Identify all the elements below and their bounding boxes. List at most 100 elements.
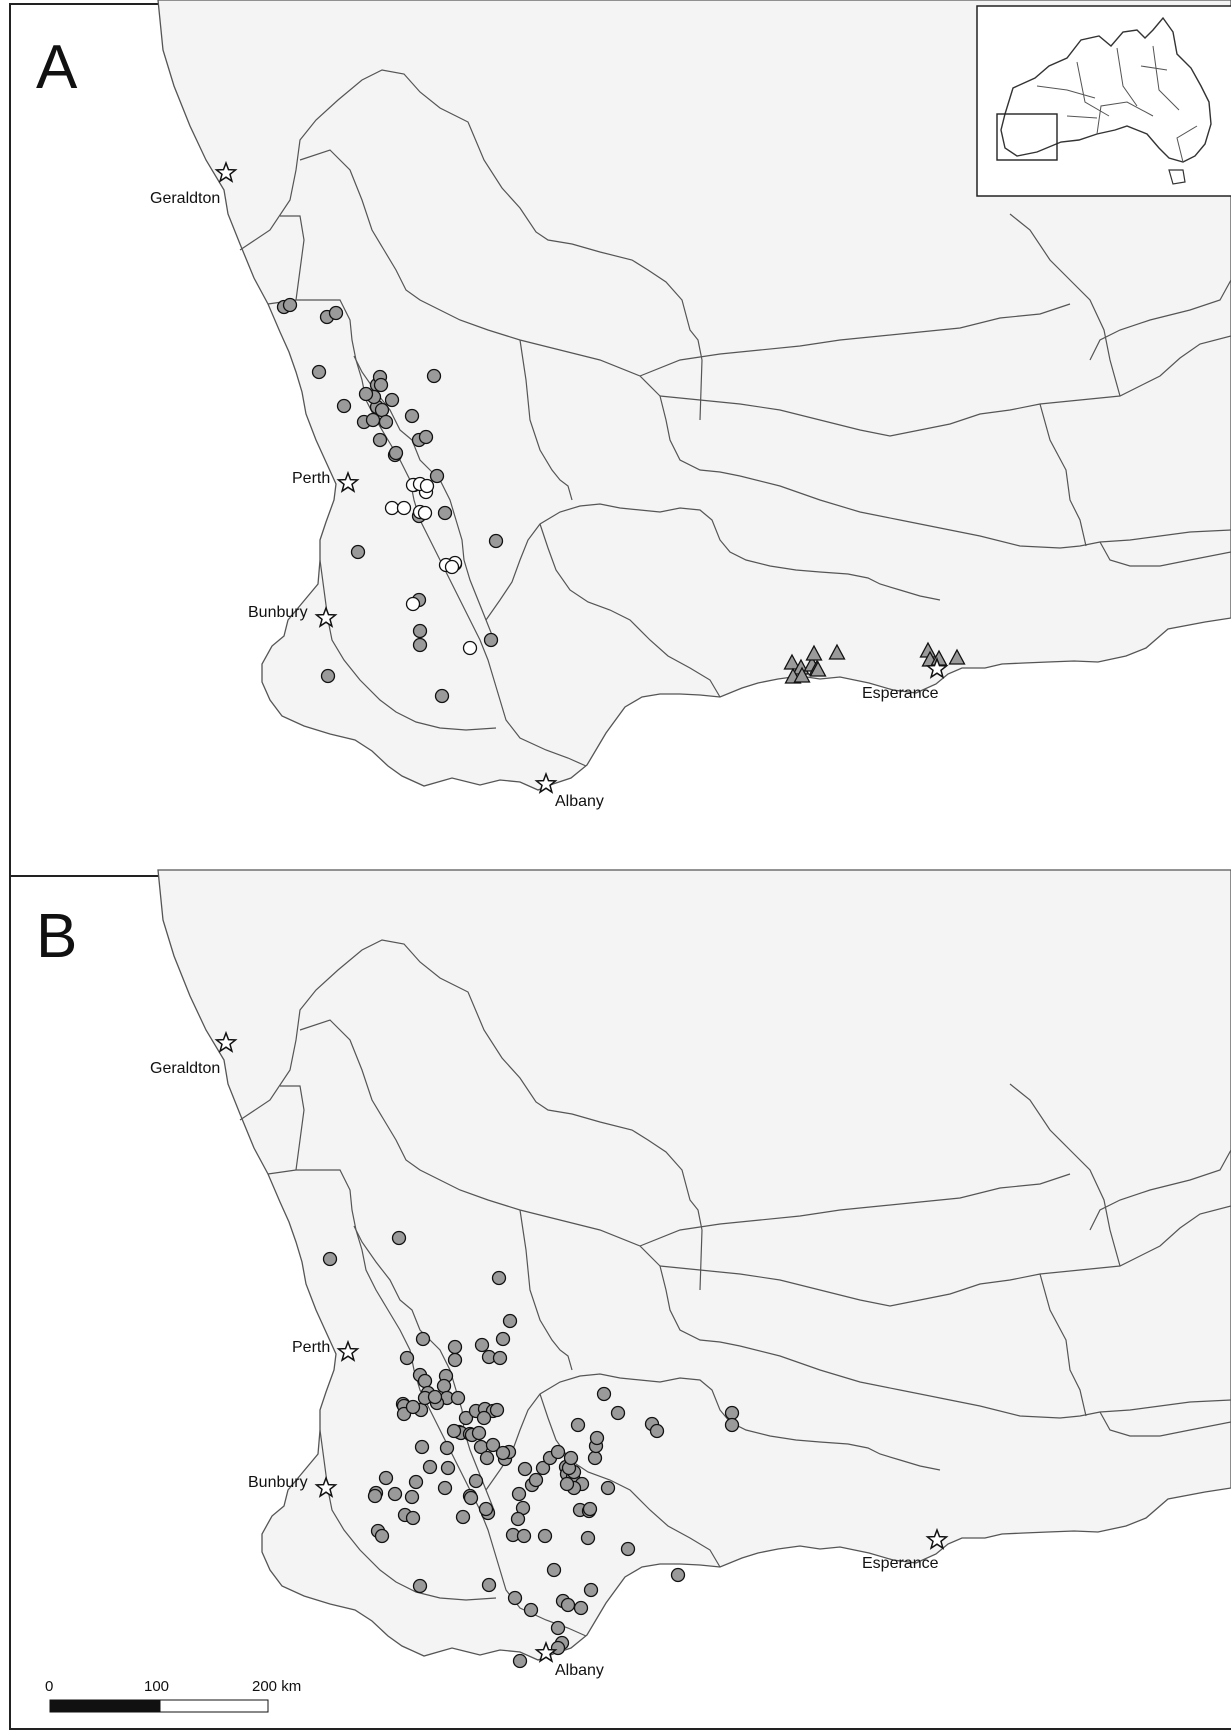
occurrence-marker-grey-circle [417, 1373, 433, 1389]
occurrence-marker-grey-circle [528, 1472, 544, 1488]
occurrence-marker-grey-circle [649, 1423, 665, 1439]
occurrence-marker-grey-circle [436, 1378, 452, 1394]
occurrence-marker-grey-circle [463, 1490, 479, 1506]
occurrence-marker-grey-circle [384, 392, 400, 408]
occurrence-marker-grey-circle [458, 1410, 474, 1426]
town-star-icon [925, 1527, 949, 1550]
occurrence-marker-grey-circle [322, 1251, 338, 1267]
occurrence-marker-grey-circle [418, 429, 434, 445]
town-star-icon [314, 1475, 338, 1498]
occurrence-marker-grey-circle [589, 1430, 605, 1446]
occurrence-marker-grey-circle [478, 1501, 494, 1517]
occurrence-marker-grey-circle [408, 1474, 424, 1490]
town-star-icon [214, 160, 238, 183]
occurrence-marker-grey-circle [550, 1640, 566, 1656]
occurrence-marker-grey-circle [523, 1602, 539, 1618]
occurrence-marker-grey-circle [485, 1437, 501, 1453]
occurrence-marker-grey-circle [405, 1399, 421, 1415]
occurrence-marker-white-circle [417, 505, 433, 521]
occurrence-marker-grey-circle [434, 688, 450, 704]
occurrence-marker-grey-triangle [809, 660, 827, 677]
occurrence-marker-grey-circle [378, 1470, 394, 1486]
occurrence-marker-grey-circle [412, 623, 428, 639]
occurrence-marker-white-circle [462, 640, 478, 656]
occurrence-marker-grey-circle [437, 505, 453, 521]
occurrence-marker-grey-circle [537, 1528, 553, 1544]
occurrence-marker-grey-circle [517, 1461, 533, 1477]
town-label: Albany [555, 793, 604, 810]
occurrence-marker-grey-circle [378, 414, 394, 430]
occurrence-marker-grey-circle [491, 1270, 507, 1286]
occurrence-marker-grey-circle [583, 1582, 599, 1598]
occurrence-marker-grey-circle [535, 1460, 551, 1476]
town-label: Perth [292, 1339, 330, 1356]
occurrence-marker-white-circle [405, 596, 421, 612]
occurrence-marker-grey-circle [570, 1417, 586, 1433]
occurrence-marker-grey-circle [439, 1440, 455, 1456]
australia-inset-map [976, 5, 1231, 197]
occurrence-marker-grey-circle [546, 1562, 562, 1578]
panel-letter: A [36, 33, 78, 102]
occurrence-marker-grey-circle [489, 1402, 505, 1418]
occurrence-marker-white-circle [444, 559, 460, 575]
scale-bar-segment-filled [49, 1699, 161, 1713]
occurrence-marker-grey-circle [481, 1577, 497, 1593]
occurrence-marker-grey-circle [391, 1230, 407, 1246]
town-label: Esperance [862, 1555, 939, 1572]
occurrence-marker-grey-circle [437, 1480, 453, 1496]
occurrence-marker-grey-circle [450, 1390, 466, 1406]
occurrence-marker-grey-circle [404, 1489, 420, 1505]
occurrence-marker-grey-circle [412, 1578, 428, 1594]
occurrence-marker-grey-circle [511, 1486, 527, 1502]
occurrence-marker-grey-circle [560, 1597, 576, 1613]
scale-bar-segment-empty [159, 1699, 269, 1713]
occurrence-marker-grey-circle [483, 632, 499, 648]
occurrence-marker-grey-circle [336, 398, 352, 414]
occurrence-marker-white-circle [384, 500, 400, 516]
occurrence-marker-grey-circle [495, 1331, 511, 1347]
occurrence-marker-grey-circle [426, 368, 442, 384]
occurrence-marker-grey-circle [587, 1450, 603, 1466]
occurrence-marker-grey-circle [550, 1620, 566, 1636]
occurrence-marker-grey-circle [559, 1476, 575, 1492]
occurrence-marker-grey-circle [468, 1473, 484, 1489]
occurrence-marker-grey-triangle [783, 653, 801, 670]
town-label: Albany [555, 1662, 604, 1679]
occurrence-marker-grey-circle [550, 1444, 566, 1460]
occurrence-marker-white-circle [419, 478, 435, 494]
occurrence-marker-grey-circle [507, 1590, 523, 1606]
occurrence-marker-grey-circle [374, 402, 390, 418]
town-star-icon [336, 470, 360, 493]
occurrence-marker-grey-circle [600, 1480, 616, 1496]
occurrence-marker-grey-circle [374, 1528, 390, 1544]
occurrence-marker-grey-circle [620, 1541, 636, 1557]
occurrence-marker-grey-circle [670, 1567, 686, 1583]
occurrence-marker-grey-triangle [805, 644, 823, 661]
occurrence-marker-grey-circle [373, 377, 389, 393]
occurrence-marker-grey-circle [573, 1600, 589, 1616]
occurrence-marker-grey-circle [479, 1450, 495, 1466]
occurrence-marker-grey-circle [328, 305, 344, 321]
occurrence-marker-grey-circle [311, 364, 327, 380]
occurrence-marker-grey-circle [582, 1501, 598, 1517]
town-label: Geraldton [150, 190, 220, 207]
occurrence-marker-grey-circle [399, 1350, 415, 1366]
occurrence-marker-grey-circle [367, 1488, 383, 1504]
scale-label-200: 200 km [252, 1678, 301, 1695]
occurrence-marker-grey-circle [414, 1439, 430, 1455]
occurrence-marker-grey-circle [446, 1423, 462, 1439]
scale-label-100: 100 [144, 1678, 169, 1695]
occurrence-marker-white-circle [396, 500, 412, 516]
occurrence-marker-grey-circle [350, 544, 366, 560]
occurrence-marker-grey-circle [502, 1313, 518, 1329]
town-star-icon [314, 605, 338, 628]
town-star-icon [336, 1339, 360, 1362]
occurrence-marker-grey-circle [516, 1528, 532, 1544]
town-star-icon [925, 656, 949, 679]
occurrence-marker-grey-circle [412, 637, 428, 653]
occurrence-marker-grey-circle [512, 1653, 528, 1669]
occurrence-marker-grey-circle [427, 1389, 443, 1405]
occurrence-marker-grey-circle [455, 1509, 471, 1525]
town-star-icon [534, 771, 558, 794]
